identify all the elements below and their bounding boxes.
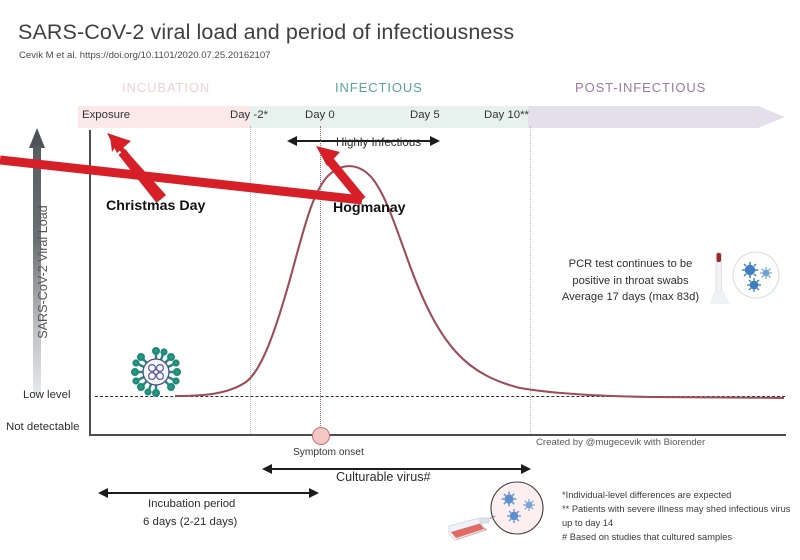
guide-line-day-minus-2 (250, 126, 251, 434)
footnote-2: ** Patients with severe illness may shed… (562, 504, 791, 528)
pcr-note-line3: Average 17 days (max 83d) (561, 291, 700, 303)
plot-bottom-axis-line (89, 434, 786, 436)
timeline-segment-post-infectious (528, 106, 758, 128)
symptom-onset-marker (312, 427, 330, 445)
y-axis-label-low-level: Low level (23, 389, 71, 401)
culturable-virus-label: Culturable virus# (336, 470, 431, 484)
page-title: SARS-CoV-2 viral load and period of infe… (18, 20, 515, 44)
incubation-period-label-line1: Incubation period (148, 498, 236, 510)
y-axis-gradient-arrow-icon (29, 128, 45, 394)
christmas-day-red-arrow-icon (107, 133, 166, 203)
footnotes: *Individual-level differences are expect… (562, 488, 797, 544)
arrow-right-head-icon (309, 487, 319, 498)
christmas-day-label: Christmas Day (106, 198, 206, 214)
arrow-right-head-icon (430, 135, 440, 146)
phase-heading-infectious: INFECTIOUS (335, 80, 423, 95)
timeline-label-day-10: Day 10** (484, 109, 529, 121)
hogmanay-red-arrow-icon (0, 146, 366, 205)
credit-text: Created by @mugecevik with Biorender (536, 437, 706, 448)
footnote-1: *Individual-level differences are expect… (562, 490, 732, 500)
timeline-segment-infectious (250, 106, 528, 128)
timeline-label-exposure: Exposure (82, 109, 131, 121)
culture-flask-magnifier-icon (448, 481, 544, 541)
culturable-virus-arrow-line (271, 468, 521, 470)
pcr-note-line2: positive in throat swabs (572, 274, 689, 287)
arrow-left-head-icon (287, 135, 297, 146)
arrow-left-head-icon (98, 487, 108, 498)
page-subtitle-citation: Cevik M et al. https://doi.org/10.1101/2… (19, 50, 271, 61)
highly-infectious-arrow-line (296, 140, 430, 142)
highly-infectious-label: Highly Infectious (336, 136, 422, 149)
guide-line-day-0 (320, 126, 321, 434)
timeline-segment-incubation (78, 106, 250, 128)
arrow-right-head-icon (521, 463, 531, 474)
symptom-onset-label: Symptom onset (293, 447, 364, 458)
timeline-label-day-minus-2: Day -2* (230, 109, 268, 121)
incubation-period-arrow-line (107, 492, 309, 494)
timeline-bar: Exposure Day -2* Day 0 Day 5 Day 10** (78, 106, 786, 128)
low-level-dashed-baseline (95, 396, 785, 397)
timeline-label-day-5: Day 5 (410, 109, 440, 121)
timeline-label-day-0: Day 0 (305, 109, 335, 121)
throat-swab-magnifier-icon (710, 251, 780, 304)
pcr-note: PCR test continues to be positive in thr… (543, 256, 718, 306)
y-axis-label-not-detectable: Not detectable (6, 421, 80, 433)
phase-heading-incubation: INCUBATION (122, 80, 211, 95)
arrow-left-head-icon (262, 463, 272, 474)
phase-heading-post-infectious: POST-INFECTIOUS (575, 80, 707, 95)
virus-particle-teal-icon (131, 347, 182, 398)
plot-left-axis-line (89, 130, 91, 435)
guide-line-day-10 (530, 126, 531, 434)
footnote-3: # Based on studies that cultured samples (562, 532, 733, 542)
incubation-period-label-line2: 6 days (2-21 days) (143, 516, 238, 528)
pcr-note-line1: PCR test continues to be (568, 258, 693, 270)
timeline-arrow-tip-icon (758, 106, 785, 128)
hogmanay-label: Hogmanay (333, 200, 406, 216)
